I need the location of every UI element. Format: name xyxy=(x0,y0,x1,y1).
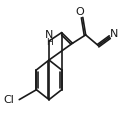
Text: H: H xyxy=(46,38,52,47)
Text: O: O xyxy=(75,7,84,17)
Text: N: N xyxy=(109,29,118,39)
Text: Cl: Cl xyxy=(3,95,14,105)
Text: N: N xyxy=(45,30,53,40)
